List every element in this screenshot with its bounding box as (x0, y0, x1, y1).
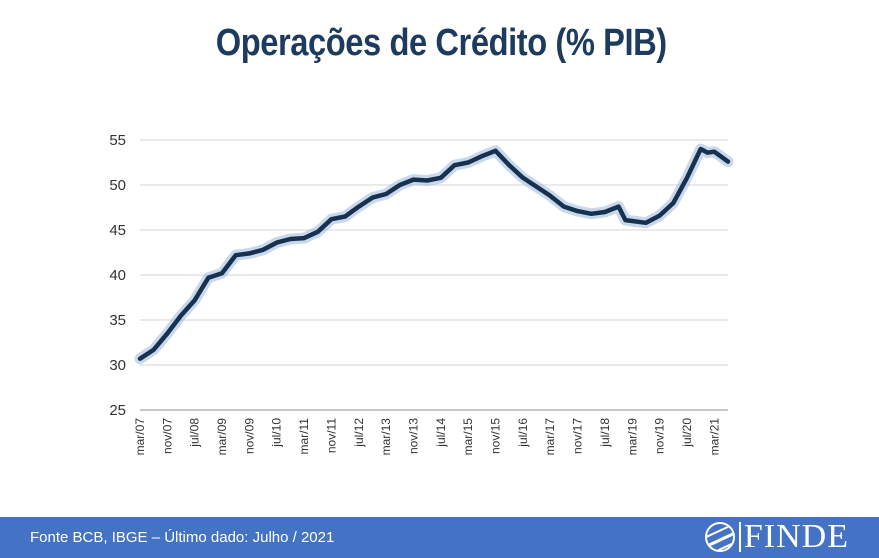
x-tick-label: jul/10 (270, 418, 284, 448)
x-tick-label: nov/13 (406, 418, 420, 454)
x-tick-label: mar/13 (379, 418, 393, 456)
y-tick-label: 25 (109, 402, 126, 419)
y-tick-label: 35 (109, 312, 126, 329)
x-tick-label: jul/20 (680, 418, 694, 448)
x-tick-label: nov/19 (653, 418, 667, 454)
x-tick-label: mar/09 (215, 418, 229, 456)
y-tick-label: 40 (109, 267, 126, 284)
chart-title: Operações de Crédito (% PIB) (215, 22, 667, 64)
x-tick-label: nov/09 (242, 418, 256, 454)
footer-bar: Fonte BCB, IBGE – Último dado: Julho / 2… (0, 517, 879, 558)
x-tick-label: mar/19 (625, 418, 639, 456)
credit-chart: 25 30 35 40 45 50 55 mar/07 nov/07 jul/08 mar/09 n… (109, 132, 734, 456)
x-tick-label: mar/15 (461, 418, 475, 456)
x-tick-label: nov/15 (489, 418, 503, 454)
x-tick-label: jul/08 (188, 418, 202, 448)
y-tick-label: 45 (109, 222, 126, 239)
finde-logo: FINDE (704, 518, 849, 555)
x-tick-label: mar/21 (707, 418, 721, 456)
series-layer (134, 143, 734, 365)
globe-icon (704, 522, 735, 552)
x-tick-label: jul/12 (352, 418, 366, 448)
x-tick-label: mar/07 (133, 418, 147, 456)
logo-text: FINDE (743, 518, 849, 555)
x-tick-label: jul/16 (516, 418, 530, 448)
x-axis: mar/07 nov/07 jul/08 mar/09 nov/09 jul/10 mar/… (133, 418, 721, 456)
y-tick-label: 55 (109, 132, 126, 149)
series-line (137, 146, 731, 361)
x-tick-label: nov/11 (324, 418, 338, 453)
source-note: Fonte BCB, IBGE – Último dado: Julho / 2… (30, 529, 335, 546)
x-tick-label: nov/17 (571, 418, 585, 454)
x-tick-label: mar/17 (543, 418, 557, 456)
x-tick-label: jul/18 (598, 418, 612, 448)
x-tick-label: nov/07 (160, 418, 174, 454)
logo-divider (738, 522, 741, 552)
x-tick-label: mar/11 (297, 418, 311, 455)
x-tick-label: jul/14 (434, 418, 448, 448)
y-tick-label: 30 (109, 357, 126, 374)
y-tick-label: 50 (109, 177, 126, 194)
y-axis: 25 30 35 40 45 50 55 (109, 132, 126, 419)
gridlines (140, 139, 728, 411)
